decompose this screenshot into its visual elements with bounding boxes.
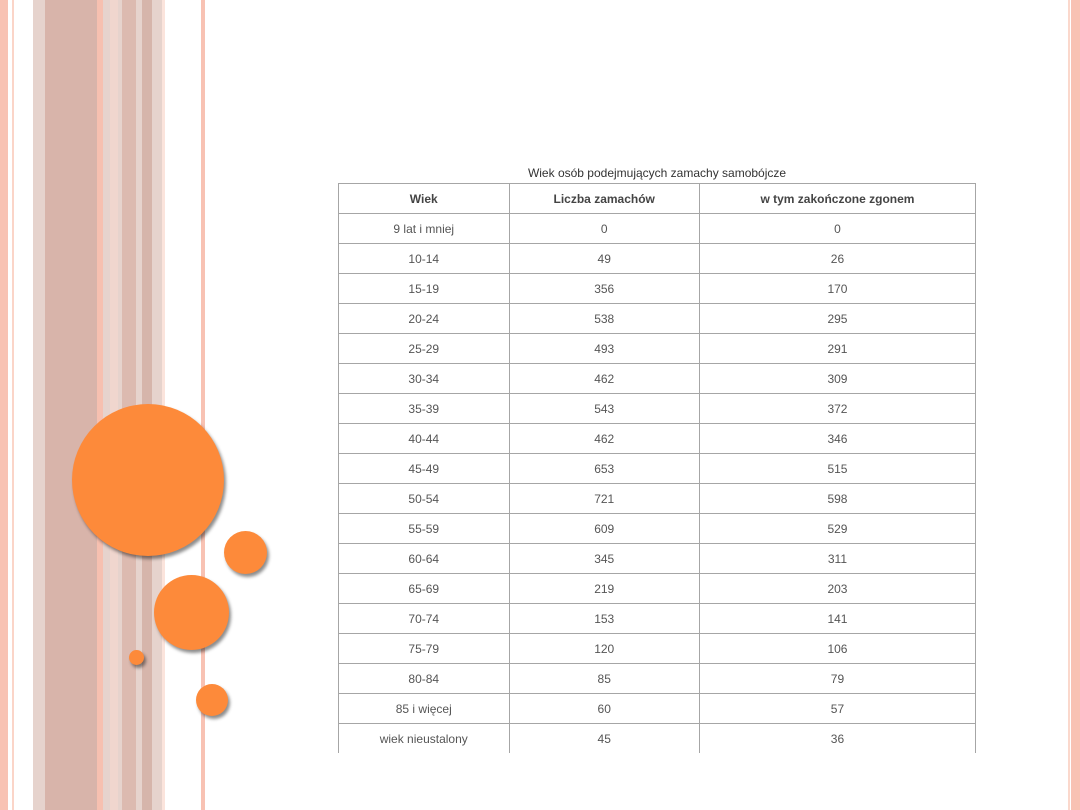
- column-header-attempts: Liczba zamachów: [508, 183, 700, 214]
- cell-age: 85 i więcej: [338, 693, 510, 724]
- cell-deaths: 309: [698, 363, 977, 394]
- cell-attempts: 45: [508, 723, 700, 753]
- cell-age: 70-74: [338, 603, 510, 634]
- cell-attempts: 345: [508, 543, 700, 574]
- suicide-attempts-table: Wiek Liczba zamachów w tym zakończone zg…: [338, 183, 977, 753]
- cell-deaths: 36: [698, 723, 977, 753]
- cell-deaths: 106: [698, 633, 977, 664]
- cell-attempts: 462: [508, 423, 700, 454]
- cell-age: 50-54: [338, 483, 510, 514]
- cell-deaths: 515: [698, 453, 977, 484]
- table-row: 25-29 493 291: [338, 333, 977, 364]
- cell-deaths: 346: [698, 423, 977, 454]
- cell-attempts: 356: [508, 273, 700, 304]
- medium-circle-decoration: [154, 575, 229, 650]
- table-header-row: Wiek Liczba zamachów w tym zakończone zg…: [338, 183, 977, 214]
- cell-age: 45-49: [338, 453, 510, 484]
- table-row: 40-44 462 346: [338, 423, 977, 454]
- cell-attempts: 721: [508, 483, 700, 514]
- table-row: 45-49 653 515: [338, 453, 977, 484]
- table-row: 10-14 49 26: [338, 243, 977, 274]
- cell-deaths: 141: [698, 603, 977, 634]
- table-row: 65-69 219 203: [338, 573, 977, 604]
- cell-deaths: 203: [698, 573, 977, 604]
- cell-age: 75-79: [338, 633, 510, 664]
- table-row: 70-74 153 141: [338, 603, 977, 634]
- cell-attempts: 219: [508, 573, 700, 604]
- column-header-deaths: w tym zakończone zgonem: [698, 183, 977, 214]
- cell-attempts: 609: [508, 513, 700, 544]
- cell-age: 60-64: [338, 543, 510, 574]
- cell-attempts: 653: [508, 453, 700, 484]
- cell-age: wiek nieustalony: [338, 723, 510, 753]
- cell-deaths: 57: [698, 693, 977, 724]
- cell-attempts: 153: [508, 603, 700, 634]
- table-row: 55-59 609 529: [338, 513, 977, 544]
- table-row: 60-64 345 311: [338, 543, 977, 574]
- small-circle-decoration: [224, 531, 267, 574]
- cell-deaths: 311: [698, 543, 977, 574]
- cell-age: 10-14: [338, 243, 510, 274]
- table-row: 15-19 356 170: [338, 273, 977, 304]
- cell-deaths: 0: [698, 213, 977, 244]
- cell-attempts: 538: [508, 303, 700, 334]
- cell-attempts: 85: [508, 663, 700, 694]
- cell-attempts: 60: [508, 693, 700, 724]
- cell-age: 15-19: [338, 273, 510, 304]
- table-row: 85 i więcej 60 57: [338, 693, 977, 724]
- table-row: 50-54 721 598: [338, 483, 977, 514]
- cell-age: 55-59: [338, 513, 510, 544]
- cell-age: 25-29: [338, 333, 510, 364]
- table-row: 20-24 538 295: [338, 303, 977, 334]
- table-row: 30-34 462 309: [338, 363, 977, 394]
- table-row: 35-39 543 372: [338, 393, 977, 424]
- cell-age: 35-39: [338, 393, 510, 424]
- table-row: 9 lat i mniej 0 0: [338, 213, 977, 244]
- cell-attempts: 0: [508, 213, 700, 244]
- cell-deaths: 26: [698, 243, 977, 274]
- cell-deaths: 170: [698, 273, 977, 304]
- cell-attempts: 493: [508, 333, 700, 364]
- cell-age: 30-34: [338, 363, 510, 394]
- large-circle-decoration: [72, 404, 224, 556]
- table-row: 80-84 85 79: [338, 663, 977, 694]
- table-row: wiek nieustalony 45 36: [338, 723, 977, 753]
- cell-age: 20-24: [338, 303, 510, 334]
- cell-attempts: 543: [508, 393, 700, 424]
- right-edge-stripe: [1068, 0, 1080, 810]
- cell-deaths: 372: [698, 393, 977, 424]
- cell-deaths: 529: [698, 513, 977, 544]
- cell-deaths: 291: [698, 333, 977, 364]
- cell-age: 65-69: [338, 573, 510, 604]
- cell-age: 40-44: [338, 423, 510, 454]
- cell-attempts: 49: [508, 243, 700, 274]
- cell-age: 9 lat i mniej: [338, 213, 510, 244]
- cell-deaths: 598: [698, 483, 977, 514]
- cell-deaths: 295: [698, 303, 977, 334]
- small-circle-decoration: [196, 684, 228, 716]
- tiny-circle-decoration: [129, 650, 144, 665]
- cell-attempts: 462: [508, 363, 700, 394]
- cell-age: 80-84: [338, 663, 510, 694]
- cell-deaths: 79: [698, 663, 977, 694]
- table-row: 75-79 120 106: [338, 633, 977, 664]
- column-header-age: Wiek: [338, 183, 510, 214]
- cell-attempts: 120: [508, 633, 700, 664]
- table-title: Wiek osób podejmujących zamachy samobójc…: [527, 166, 787, 180]
